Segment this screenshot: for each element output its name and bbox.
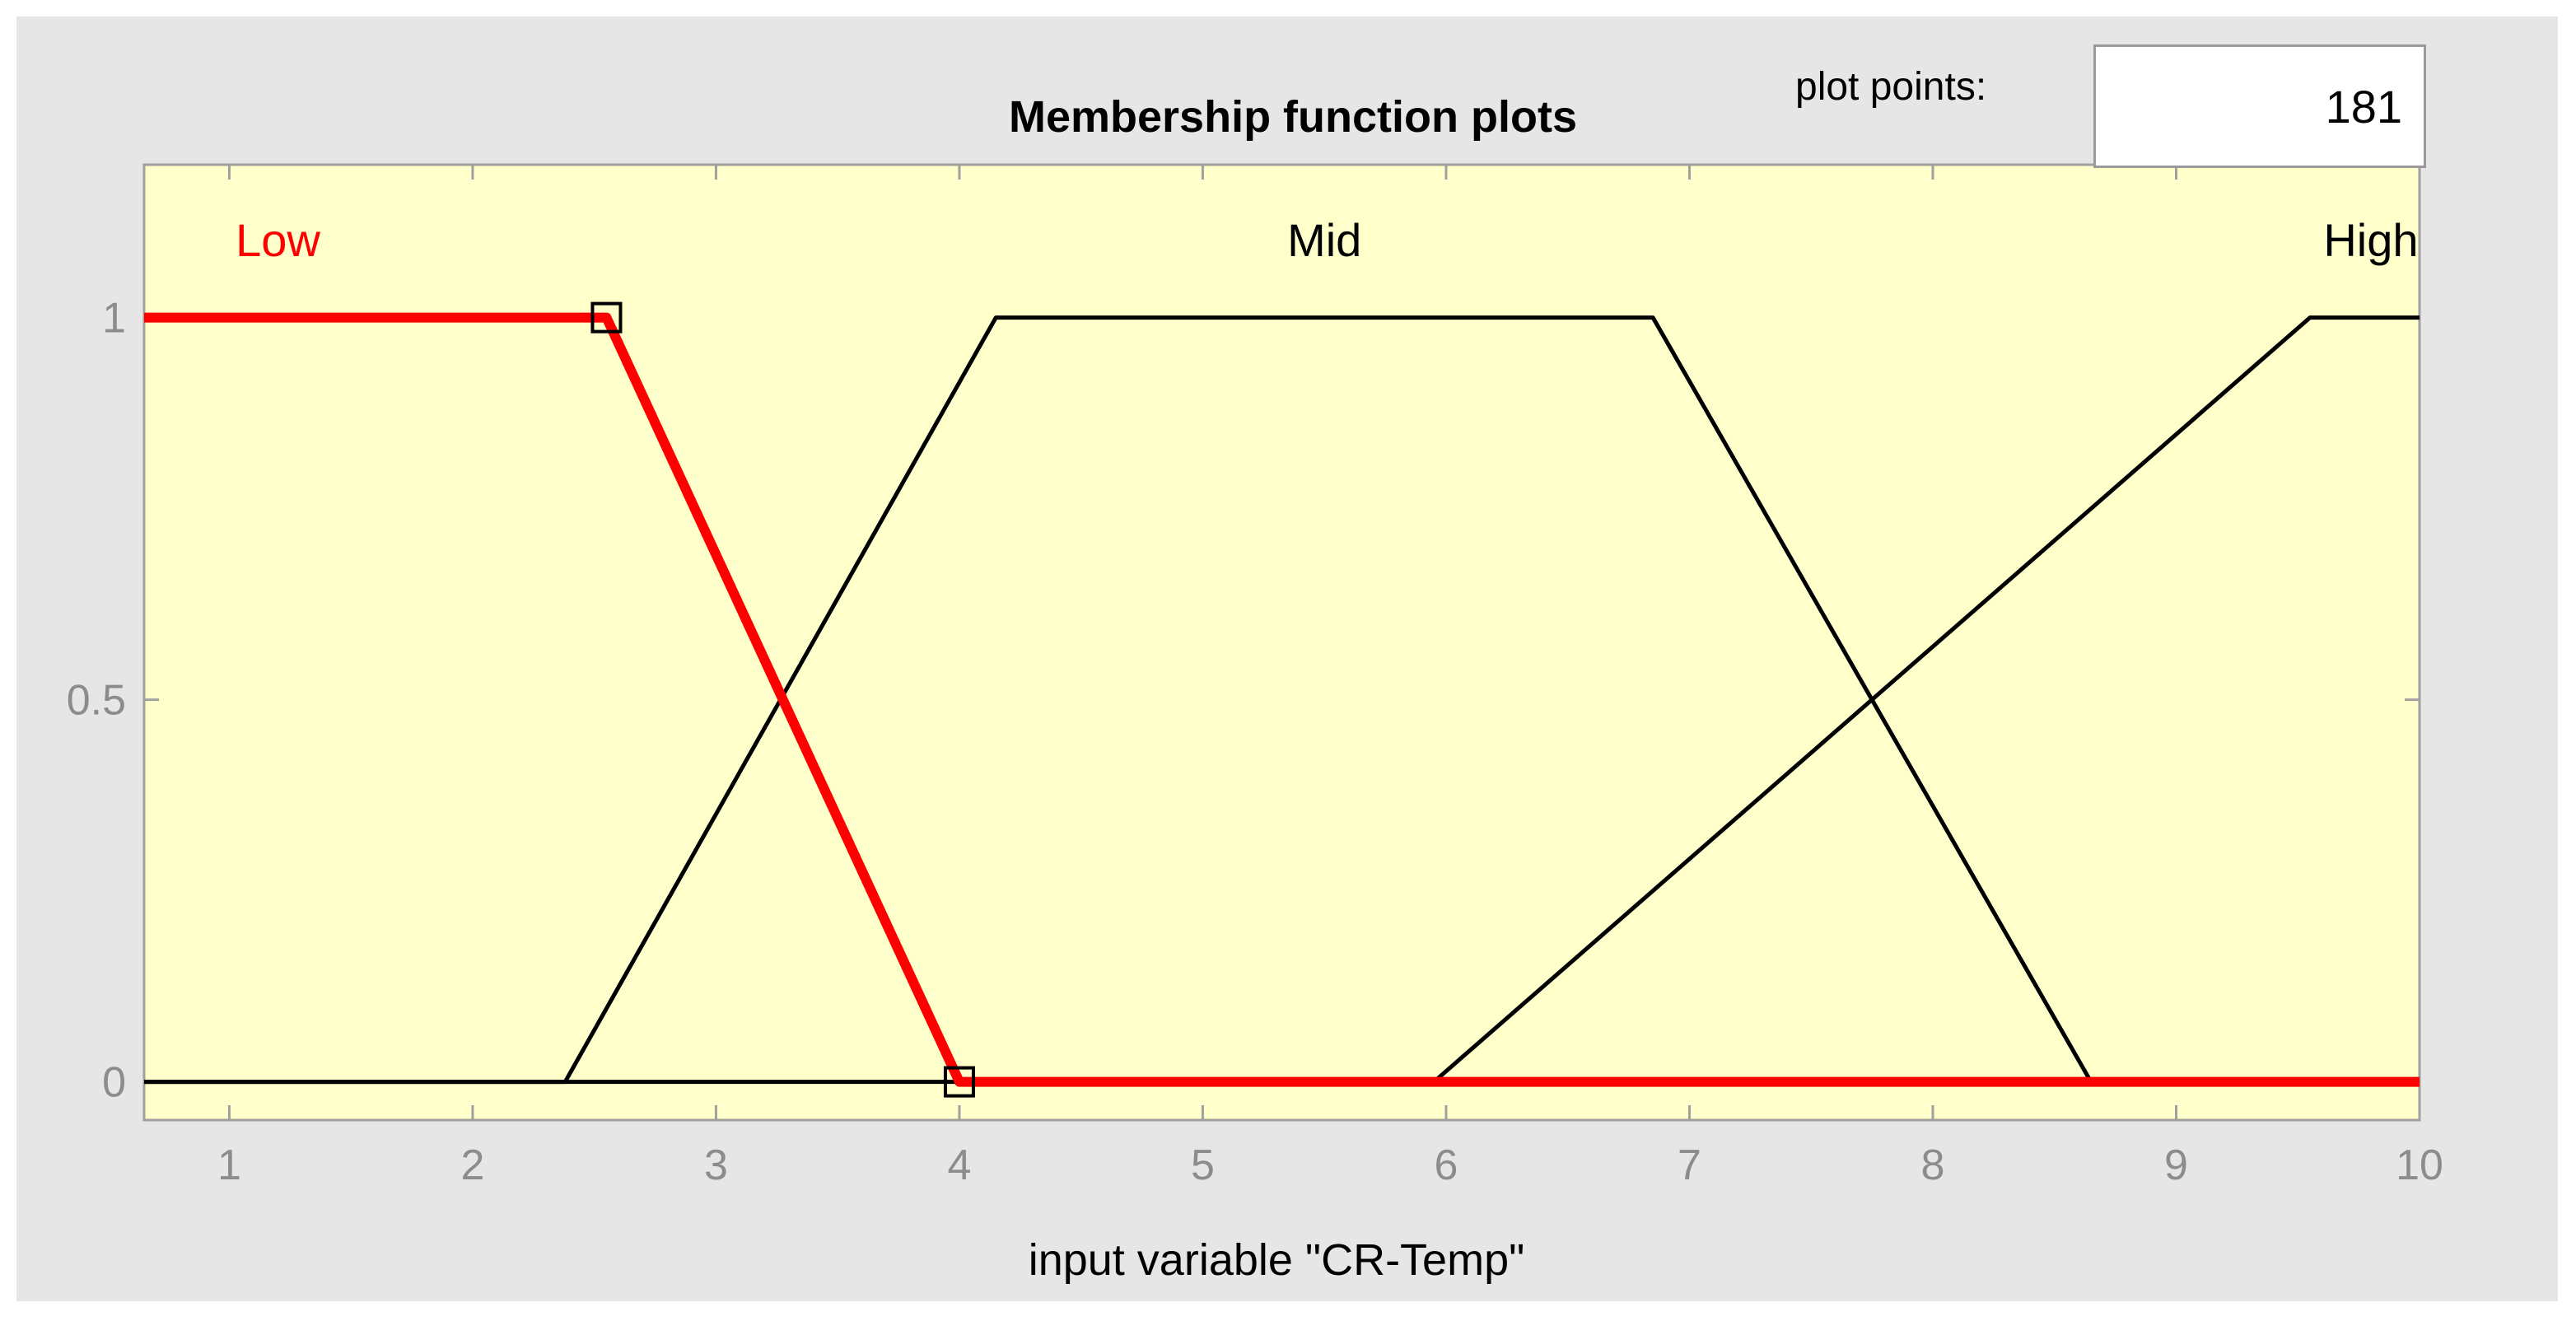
x-tick-label: 4 [947, 1141, 971, 1189]
x-axis-label: input variable "CR-Temp" [1029, 1235, 1525, 1285]
mf-line-high[interactable] [144, 315, 2420, 1085]
mf-label-mid[interactable]: Mid [1287, 214, 1361, 266]
x-tick-label: 3 [704, 1141, 728, 1189]
x-tick-label: 2 [460, 1141, 484, 1189]
plot-points-label: plot points: [1795, 65, 1987, 109]
x-tick-label: 1 [217, 1141, 241, 1189]
mf-vertex-handle[interactable] [590, 301, 623, 334]
mf-vertex-handle[interactable] [943, 1066, 975, 1098]
mf-label-low[interactable]: Low [236, 214, 320, 266]
x-tick-label: 9 [2164, 1141, 2188, 1189]
x-tick-label: 10 [2396, 1141, 2443, 1189]
chart-title: Membership function plots [1009, 92, 1577, 142]
mf-line-low[interactable] [144, 312, 2420, 1087]
y-tick-label: 0.5 [67, 677, 126, 725]
x-tick-label: 5 [1191, 1141, 1215, 1189]
x-tick-label: 8 [1921, 1141, 1945, 1189]
x-tick-label: 6 [1435, 1141, 1458, 1189]
y-tick-label: 1 [102, 295, 126, 343]
membership-function-chart[interactable]: 1 2 3 4 5 6 7 8 9 10 0 0.5 1 Low Mid High Membership f… [16, 16, 2558, 1301]
plot-points-input[interactable] [2093, 44, 2426, 168]
x-tick-label: 7 [1678, 1141, 1701, 1189]
y-tick-label: 0 [102, 1059, 126, 1107]
mf-label-high[interactable]: High [2323, 214, 2418, 266]
plot-area[interactable] [142, 163, 2421, 1122]
membership-function-panel: 1 2 3 4 5 6 7 8 9 10 0 0.5 1 Low Mid High Membership f… [16, 16, 2558, 1301]
